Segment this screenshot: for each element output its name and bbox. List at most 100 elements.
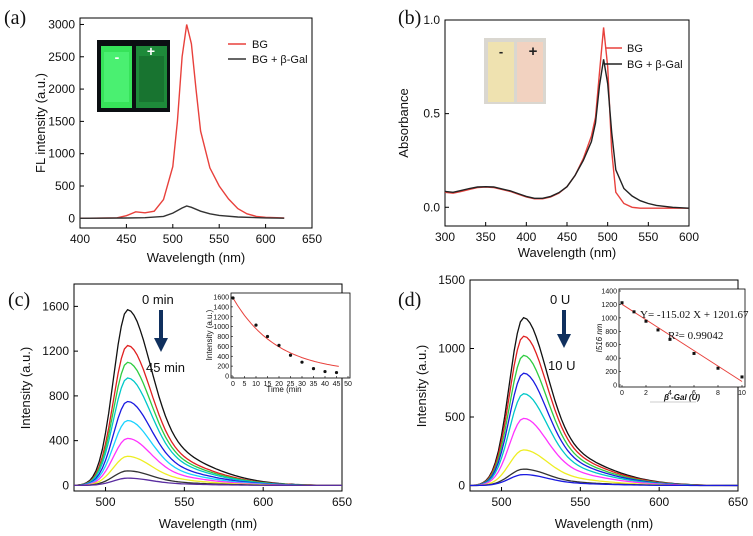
panel-b-legend: BG BG + β-Gal bbox=[605, 43, 683, 71]
inset-c-data-point bbox=[323, 369, 327, 374]
legend-b-bg: BG bbox=[627, 43, 643, 55]
inset-c-x-tick-label: 20 bbox=[275, 381, 283, 388]
panel-c-y-tick-label: 800 bbox=[49, 389, 69, 403]
panel-a-y-tick-label: 2000 bbox=[48, 82, 75, 96]
legend-bg: BG bbox=[252, 39, 268, 51]
inset-c-data-point bbox=[231, 296, 235, 300]
inset-d-y-label: I516 nm bbox=[595, 323, 604, 352]
inset-c-x-tick-label: 45 bbox=[333, 381, 341, 388]
panel-c-x-tick-label: 500 bbox=[96, 495, 116, 509]
panel-b-x-tick-label: 600 bbox=[679, 230, 699, 244]
inset-c-data-point bbox=[254, 323, 258, 327]
panel-d-y-tick-label: 500 bbox=[445, 410, 465, 424]
inset-c-x-tick-label: 50 bbox=[344, 381, 352, 388]
inset-c-y-tick-label: 1400 bbox=[213, 304, 229, 311]
inset-c-y-label: Intensity (a.u.) bbox=[205, 309, 214, 360]
panel-b-x-tick-label: 550 bbox=[638, 230, 658, 244]
panel-c-y-tick-label: 1200 bbox=[42, 344, 69, 358]
panel-b-series bbox=[444, 27, 690, 209]
inset-d-data-point bbox=[740, 375, 744, 379]
panel-d-x-tick-label: 500 bbox=[492, 495, 512, 509]
arrow-c-head bbox=[154, 338, 168, 352]
panel-c-y-label: Intensity (a.u.) bbox=[18, 347, 33, 429]
inset-c-data-point bbox=[311, 366, 316, 371]
panel-d-spectrum-line bbox=[470, 473, 738, 487]
panel-a: (a) 400 450 500 550 600 650 0 500 1000 1500 2000 2… bbox=[4, 7, 322, 265]
inset-d-x-tick-label: 2 bbox=[644, 390, 648, 397]
panel-a-y-tick-label: 1000 bbox=[48, 147, 75, 161]
series-b-bg-gal-line bbox=[444, 59, 690, 209]
inset-d-x-tick-label: 6 bbox=[692, 390, 696, 397]
inset-c-data-point bbox=[277, 343, 281, 347]
panel-d-y-tick-label: 1500 bbox=[438, 273, 465, 287]
series-b-bg-line bbox=[444, 27, 689, 209]
panel-b-x-tick-label: 350 bbox=[476, 230, 496, 244]
inset-c-x-tick-label: 40 bbox=[321, 381, 329, 388]
panel-a-label: (a) bbox=[4, 7, 26, 29]
legend-bg-gal: BG + β-Gal bbox=[252, 54, 308, 66]
inset-c-data-point bbox=[300, 360, 304, 364]
inset-d-y-tick-label: 1000 bbox=[601, 315, 617, 322]
panel-c-y-tick-label: 0 bbox=[62, 478, 69, 492]
panel-d-y-tick-label: 1000 bbox=[438, 342, 465, 356]
inset-d-x-tick-label: 0 bbox=[620, 390, 624, 397]
vial-minus-label: - bbox=[115, 49, 120, 65]
series-bg-gal-line bbox=[79, 205, 285, 219]
inset-d-x-label: β -Gal (U) bbox=[663, 393, 700, 402]
panel-d-y-tick-label: 0 bbox=[458, 479, 465, 493]
panel-b-y-tick-label: 1.0 bbox=[423, 13, 440, 27]
inset-d-y-tick-label: 200 bbox=[605, 369, 617, 376]
panel-c-y-ticks: 0 400 800 1200 1600 bbox=[42, 299, 78, 492]
panel-a-x-ticks: 400 450 500 550 600 650 bbox=[70, 224, 322, 246]
inset-d-data-point bbox=[716, 366, 720, 370]
inset-d-y-tick-label: 1400 bbox=[601, 289, 617, 296]
panel-a-x-tick-label: 400 bbox=[70, 232, 90, 246]
inset-c-x-tick-label: 0 bbox=[231, 381, 235, 388]
inset-d-frame bbox=[618, 288, 746, 388]
vial-photo-fluorescence: - + bbox=[97, 40, 170, 112]
inset-c-y-tick-label: 400 bbox=[217, 354, 229, 361]
inset-c-y-tick-label: 600 bbox=[217, 344, 229, 351]
inset-d-ticks: 0 2 4 6 8 10 0 200 400 600 800 1000 1200 1400 bbox=[601, 289, 746, 398]
panel-b-x-label: Wavelength (nm) bbox=[518, 245, 617, 260]
panel-b-y-tick-label: 0.0 bbox=[423, 200, 440, 214]
series-bg-line bbox=[79, 24, 285, 219]
panel-b: (b) 300 350 400 450 500 550 600 0.0 0.5 1.0 Wave… bbox=[396, 7, 699, 260]
inset-d-y-tick-label: 0 bbox=[613, 383, 617, 390]
vial-photo-absorbance: - + bbox=[484, 38, 546, 104]
inset-d: 0 2 4 6 8 10 0 200 400 600 800 1000 1200 1400 Y= -115… bbox=[595, 289, 749, 403]
inset-c-data-point bbox=[288, 353, 293, 357]
panel-b-frame bbox=[444, 19, 690, 227]
inset-c-fit-line bbox=[232, 297, 339, 367]
panel-a-legend: BG BG + β-Gal bbox=[228, 39, 308, 66]
inset-c-y-tick-label: 0 bbox=[225, 374, 229, 381]
inset-d-x-tick-label: 8 bbox=[716, 390, 720, 397]
panel-c-series bbox=[73, 308, 343, 487]
legend-b-bg-gal: BG + β-Gal bbox=[627, 59, 683, 71]
panel-a-x-label: Wavelength (nm) bbox=[147, 250, 246, 265]
inset-d-x-tick-label: 10 bbox=[738, 390, 746, 397]
panel-c-label: (c) bbox=[8, 289, 30, 311]
panel-d-x-label: Wavelength (nm) bbox=[555, 516, 654, 531]
panel-b-y-label: Absorbance bbox=[396, 88, 411, 157]
inset-c-data-point bbox=[265, 334, 270, 339]
annotation-0-u: 0 U bbox=[550, 292, 570, 307]
inset-c-x-tick-label: 5 bbox=[243, 381, 247, 388]
inset-c-y-tick-label: 1200 bbox=[213, 314, 229, 321]
inset-c: 0 5 10 15 20 25 30 35 40 45 5002004006008001000120… bbox=[205, 292, 352, 394]
panel-d-series bbox=[469, 316, 739, 487]
panel-a-x-tick-label: 550 bbox=[209, 232, 229, 246]
panel-c-y-tick-label: 1600 bbox=[42, 299, 69, 313]
inset-d-data-point bbox=[620, 301, 624, 305]
inset-c-series bbox=[231, 296, 339, 375]
inset-d-data-point bbox=[668, 337, 672, 341]
inset-c-x-label: Time (min bbox=[266, 385, 301, 394]
panel-c-spectrum-line bbox=[74, 477, 342, 487]
inset-d-data-point bbox=[644, 319, 648, 323]
panel-b-label: (b) bbox=[398, 7, 421, 29]
vial-b-plus-label: + bbox=[529, 43, 538, 60]
panel-b-x-tick-label: 300 bbox=[435, 230, 455, 244]
inset-c-x-tick-label: 25 bbox=[287, 381, 295, 388]
